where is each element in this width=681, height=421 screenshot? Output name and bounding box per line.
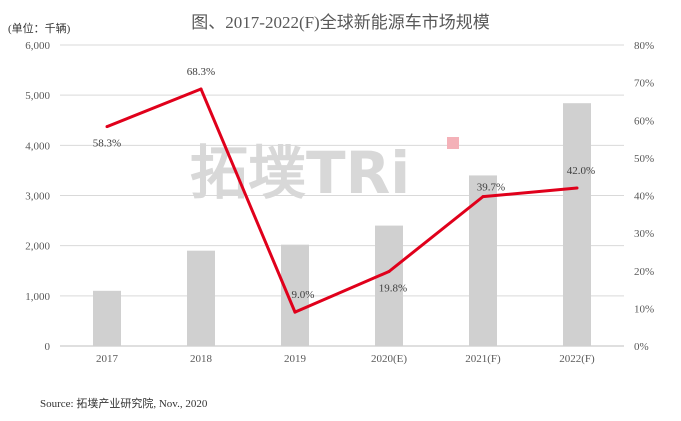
source-note: Source: 拓墣产业研究院, Nov., 2020 [40, 398, 208, 410]
right-tick-label: 80% [634, 40, 654, 52]
x-tick-label: 2022(F) [559, 353, 595, 365]
x-tick-label: 2021(F) [465, 353, 501, 365]
data-label: 39.7% [477, 182, 505, 194]
x-tick-label: 2018 [190, 353, 213, 365]
left-tick-label: 1,000 [25, 291, 50, 303]
right-tick-label: 50% [634, 153, 654, 165]
line-point [293, 310, 297, 314]
left-tick-label: 4,000 [25, 140, 50, 152]
left-tick-label: 6,000 [25, 40, 50, 52]
bar [469, 175, 497, 346]
line-point [387, 270, 391, 274]
watermark-logo: 拓墣TRi [190, 139, 410, 207]
chart-title: 图、2017-2022(F)全球新能源车市场规模 [191, 13, 490, 32]
left-tick-label: 5,000 [25, 90, 50, 102]
data-label: 42.0% [567, 165, 595, 177]
bar [93, 290, 121, 346]
bar [281, 244, 309, 346]
data-label: 9.0% [292, 289, 315, 301]
x-tick-label: 2020(E) [371, 353, 407, 365]
line-point [481, 195, 485, 199]
watermark-dot [447, 137, 459, 149]
bar [563, 103, 591, 347]
bar [375, 225, 403, 346]
left-tick-label: 2,000 [25, 241, 50, 253]
left-tick-label: 0 [45, 341, 51, 353]
right-tick-label: 10% [634, 303, 654, 315]
right-tick-label: 60% [634, 115, 654, 127]
x-tick-label: 2019 [284, 353, 307, 365]
unit-label: (单位：千辆) [8, 23, 71, 35]
line-point [105, 125, 109, 129]
data-label: 58.3% [93, 138, 121, 150]
left-tick-label: 3,000 [25, 191, 50, 203]
line-point [575, 186, 579, 190]
data-label: 68.3% [187, 66, 215, 78]
growth-line [106, 87, 578, 314]
x-tick-label: 2017 [96, 353, 119, 365]
line-point [199, 87, 203, 91]
data-label: 19.8% [379, 283, 407, 295]
bar [187, 250, 215, 346]
right-tick-label: 40% [634, 191, 654, 203]
right-tick-label: 20% [634, 266, 654, 278]
right-tick-label: 30% [634, 228, 654, 240]
right-tick-label: 70% [634, 78, 654, 90]
right-tick-label: 0% [634, 341, 649, 353]
